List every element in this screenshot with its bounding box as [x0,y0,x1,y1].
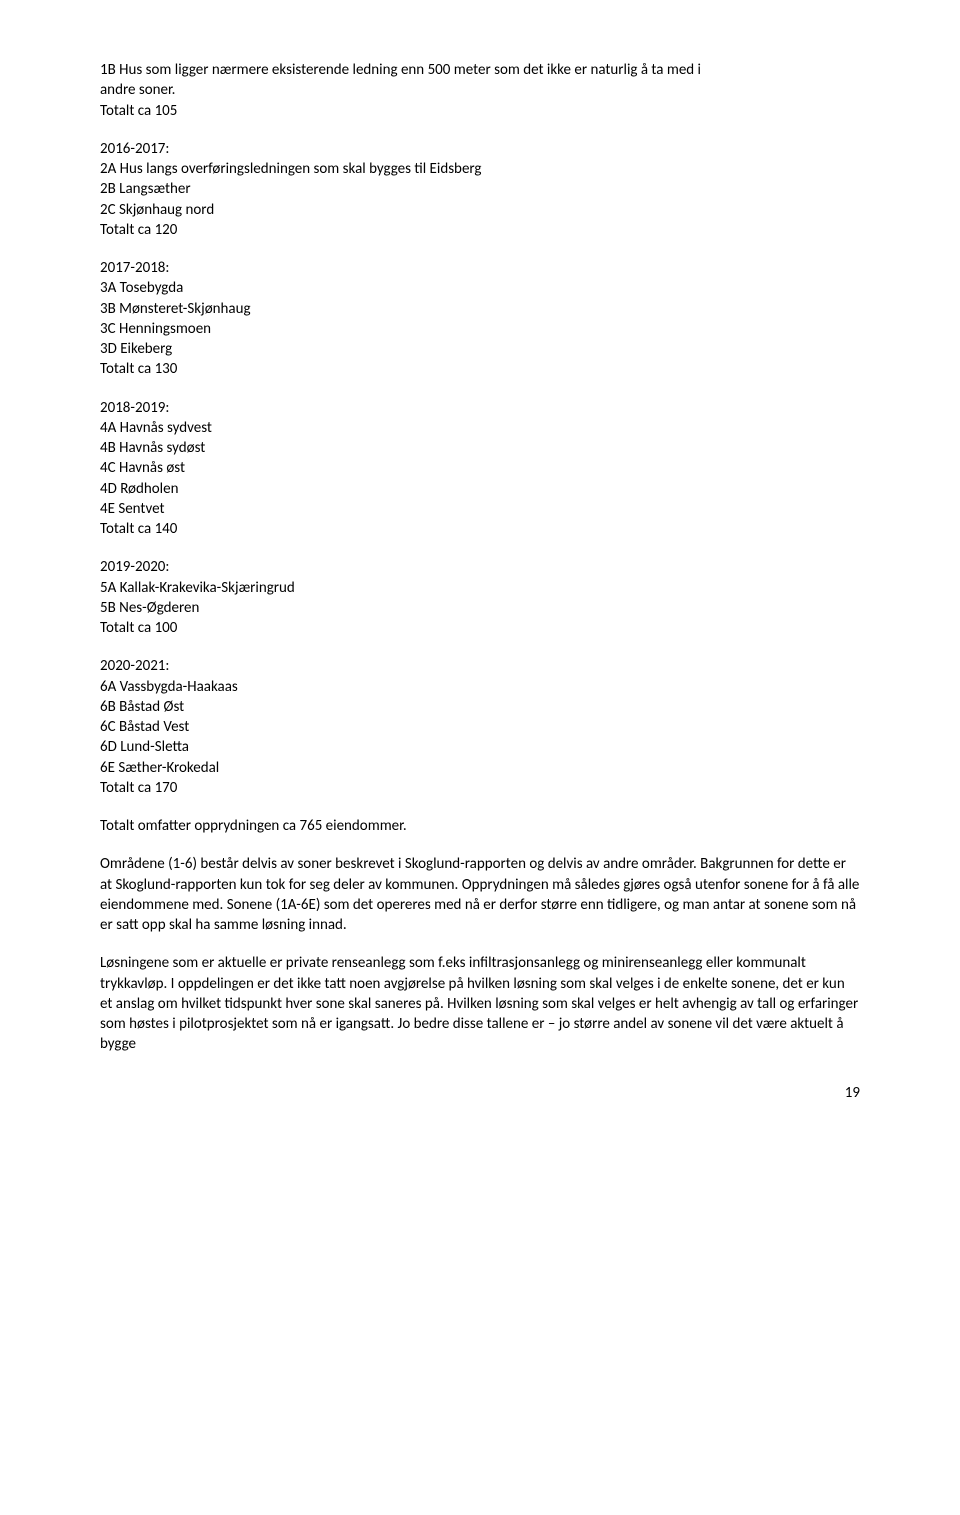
text-line: 4D Rødholen [100,480,178,498]
text-line: 2019-2020: [100,558,169,576]
text-line: 4E Sentvet [100,500,164,518]
text-line: 4C Havnås øst [100,459,185,477]
text-line: 6D Lund-Sletta [100,738,189,756]
text-line: Totalt ca 120 [100,221,177,239]
text-line: andre soner. [100,81,175,99]
text-line: 6E Sæther-Krokedal [100,759,219,777]
text-line: 1B Hus som ligger nærmere eksisterende l… [100,61,701,79]
text-line: Totalt omfatter opprydningen ca 765 eien… [100,817,407,835]
text-line: 3A Tosebygda [100,279,183,297]
text-line: Totalt ca 100 [100,619,177,637]
document-page: 1B Hus som ligger nærmere eksisterende l… [0,0,960,1143]
text-line: 3C Henningsmoen [100,320,211,338]
text-line: Totalt ca 130 [100,360,177,378]
text-line: 2B Langsæther [100,180,191,198]
text-line: Totalt ca 105 [100,102,177,120]
paragraph-block: 2018-2019: 4A Havnås sydvest 4B Havnås s… [100,398,860,540]
paragraph-block: 2019-2020: 5A Kallak-Krakevika-Skjæringr… [100,557,860,638]
paragraph-block: Områdene (1-6) består delvis av soner be… [100,854,860,935]
text-line: 2016-2017: [100,140,169,158]
text-line: 4A Havnås sydvest [100,419,212,437]
text-line: 2020-2021: [100,657,169,675]
text-line: Totalt ca 170 [100,779,177,797]
text-line: 4B Havnås sydøst [100,439,205,457]
paragraph-block: 2016-2017: 2A Hus langs overføringsledni… [100,139,860,240]
text-line: 6C Båstad Vest [100,718,189,736]
text-line: 2017-2018: [100,259,169,277]
paragraph-block: Løsningene som er aktuelle er private re… [100,953,860,1054]
paragraph-block: 2017-2018: 3A Tosebygda 3B Mønsteret-Skj… [100,258,860,380]
text-line: 3B Mønsteret-Skjønhaug [100,300,251,318]
text-line: 2C Skjønhaug nord [100,201,214,219]
text-line: 5B Nes-Øgderen [100,599,199,617]
paragraph-block: Totalt omfatter opprydningen ca 765 eien… [100,816,860,836]
text-line: 3D Eikeberg [100,340,172,358]
text-line: 5A Kallak-Krakevika-Skjæringrud [100,579,295,597]
text-line: 2018-2019: [100,399,169,417]
page-number: 19 [100,1083,860,1103]
text-line: Løsningene som er aktuelle er private re… [100,954,858,1053]
text-line: 2A Hus langs overføringsledningen som sk… [100,160,482,178]
text-line: Områdene (1-6) består delvis av soner be… [100,855,859,934]
paragraph-block: 2020-2021: 6A Vassbygda-Haakaas 6B Båsta… [100,656,860,798]
text-line: 6B Båstad Øst [100,698,184,716]
paragraph-block: 1B Hus som ligger nærmere eksisterende l… [100,60,860,121]
text-line: 6A Vassbygda-Haakaas [100,678,238,696]
text-line: Totalt ca 140 [100,520,177,538]
